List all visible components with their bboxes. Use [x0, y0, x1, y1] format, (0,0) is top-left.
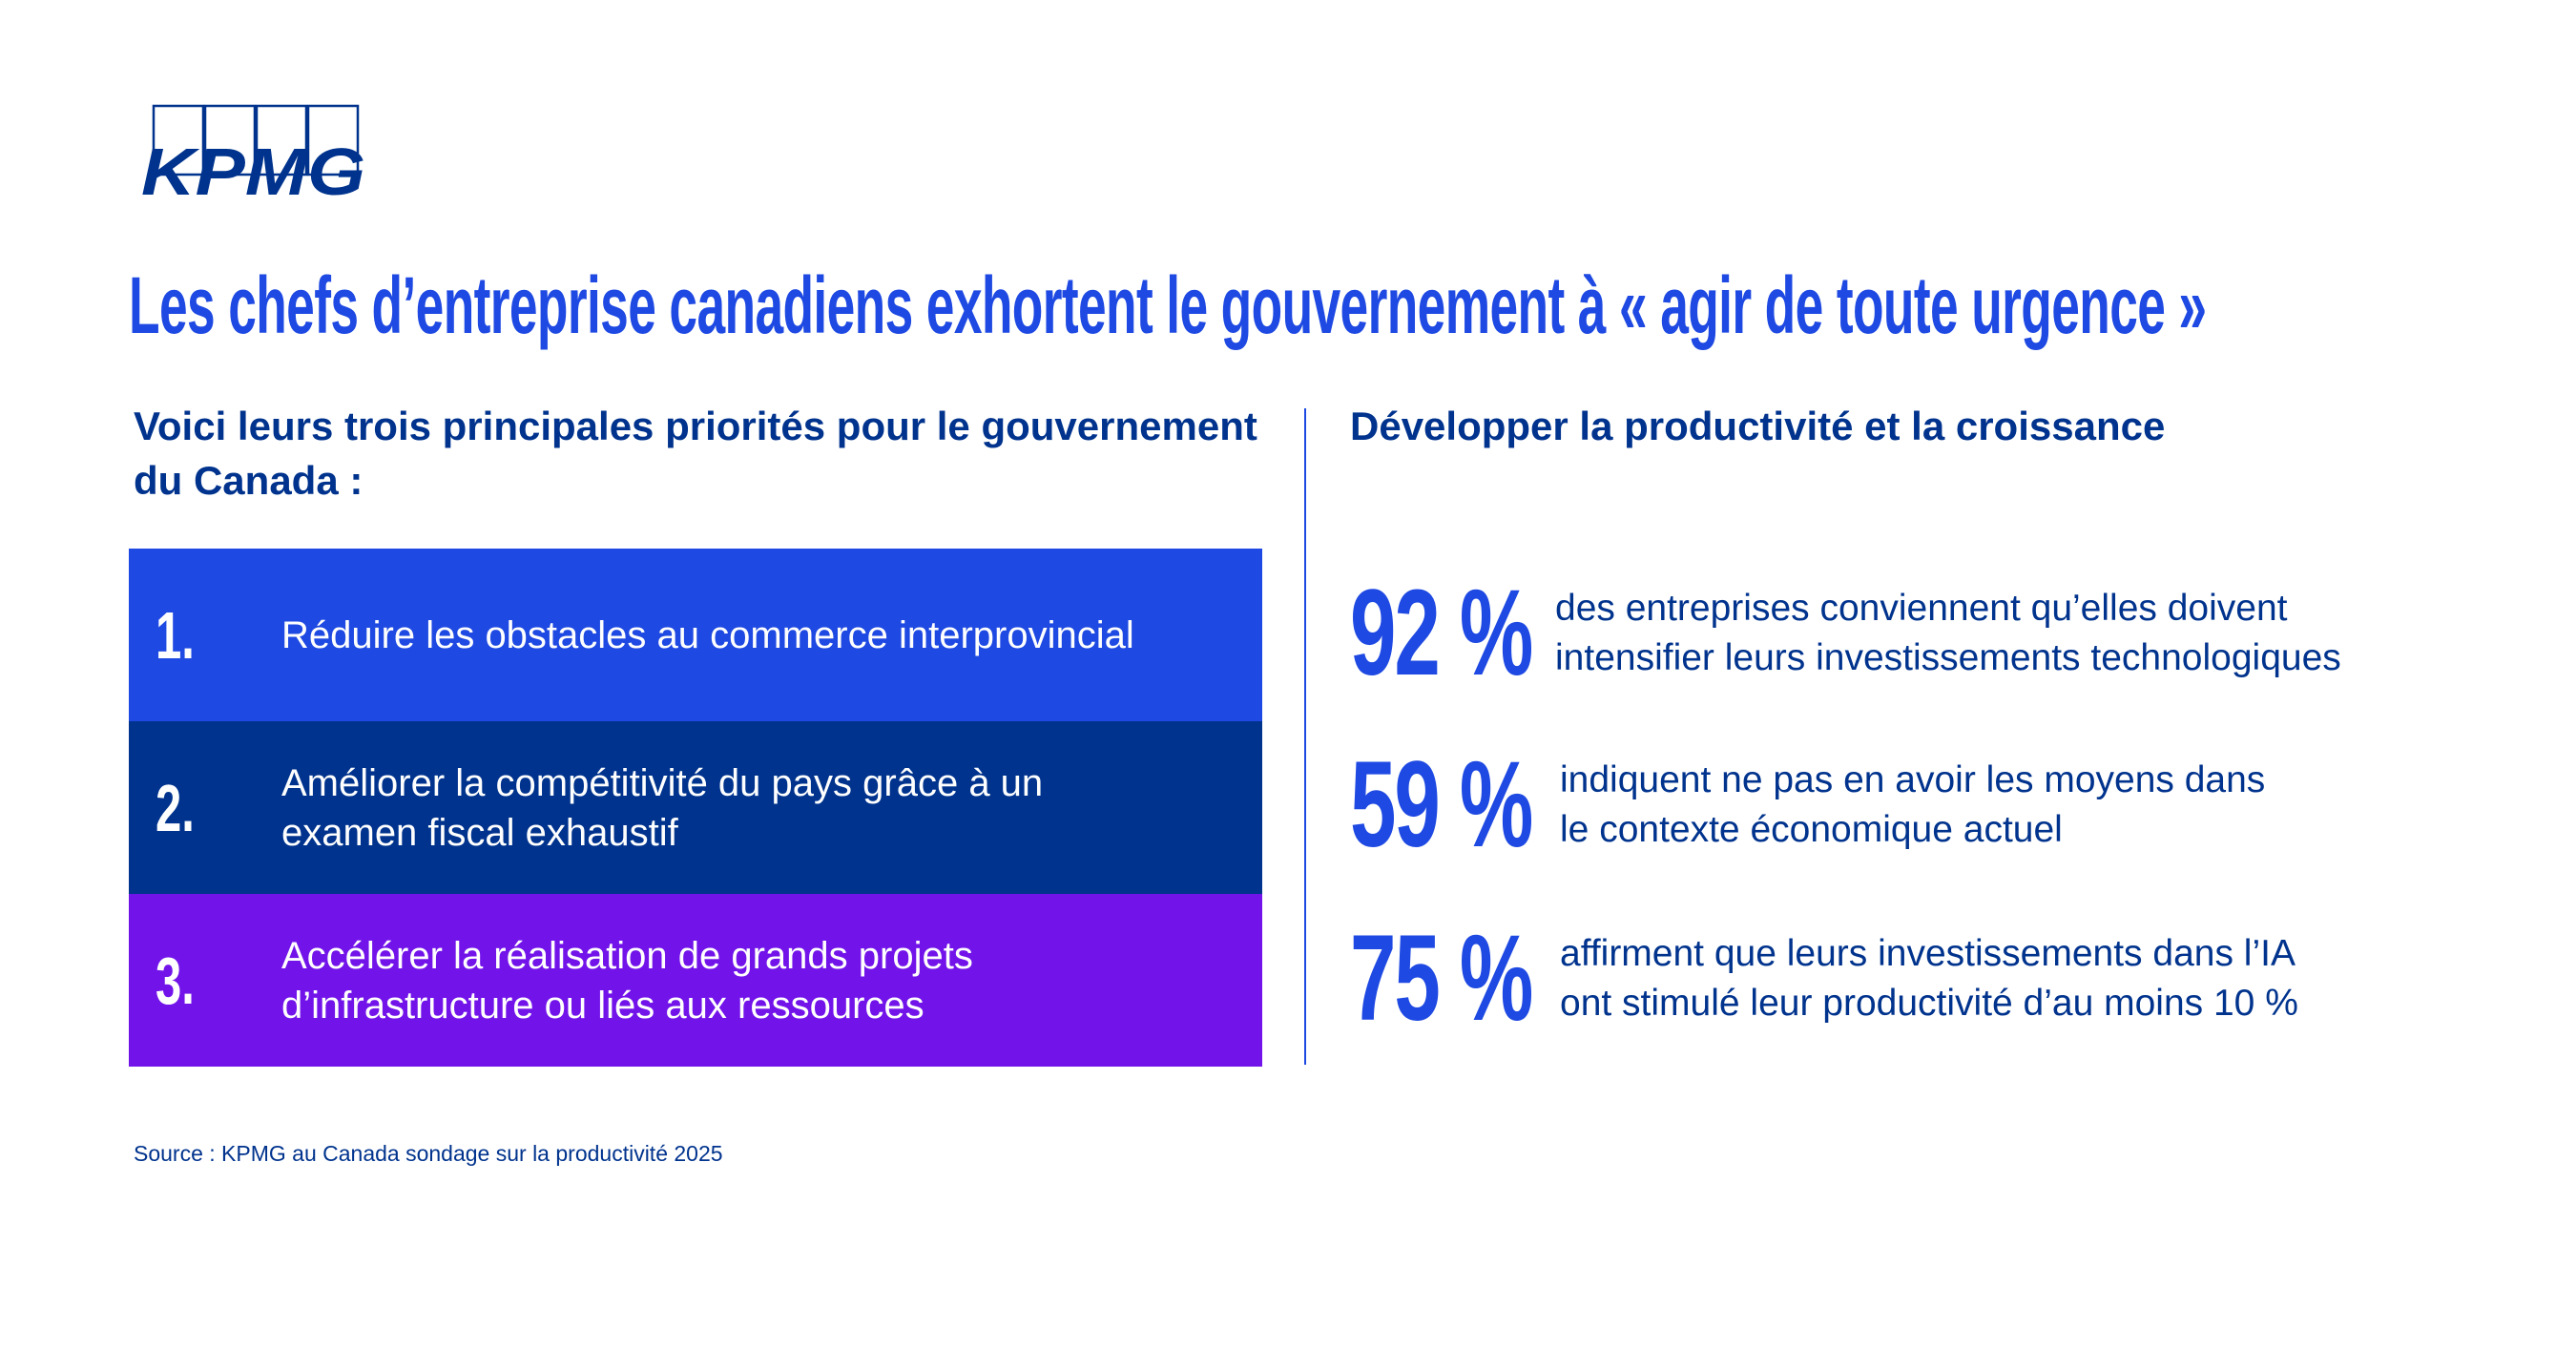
priority-item-1: 1. Réduire les obstacles au commerce int… [129, 549, 1262, 721]
stat-item-2: 59 % indiquent ne pas en avoir les moyen… [1350, 735, 2514, 875]
priority-item-2: 2. Améliorer la compétitivité du pays gr… [129, 721, 1262, 894]
priority-number: 3. [156, 943, 195, 1018]
stat-item-3: 75 % affirment que leurs investissements… [1350, 908, 2514, 1048]
svg-text:KPMG: KPMG [141, 135, 365, 198]
stat-description: des entreprises conviennent qu’elles doi… [1555, 587, 2341, 678]
stat-description: indiquent ne pas en avoir les moyens dan… [1560, 758, 2266, 850]
stat-value: 92 % [1350, 565, 1533, 701]
priority-text: Réduire les obstacles au commerce interp… [281, 613, 1134, 656]
priority-number: 1. [156, 597, 195, 673]
source-note: Source : KPMG au Canada sondage sur la p… [134, 1141, 723, 1166]
productivity-heading: Développer la productivité et la croissa… [1350, 404, 2166, 448]
stat-description: affirment que leurs investissements dans… [1560, 932, 2298, 1024]
priority-text: Améliorer la compétitivité du pays grâce… [281, 761, 1044, 854]
column-divider [1304, 408, 1306, 1065]
priority-text: Accélérer la réalisation de grands proje… [281, 934, 973, 1027]
priority-number: 2. [156, 770, 195, 845]
page-title: Les chefs d’entreprise canadiens exhorte… [129, 260, 2207, 350]
stat-value: 59 % [1350, 737, 1533, 873]
priority-item-3: 3. Accélérer la réalisation de grands pr… [129, 894, 1262, 1067]
kpmg-logo: KPMG [141, 103, 380, 209]
stat-item-1: 92 % des entreprises conviennent qu’elle… [1350, 563, 2509, 703]
priorities-heading: Voici leurs trois principales priorités … [134, 404, 1257, 503]
stat-value: 75 % [1350, 910, 1533, 1047]
